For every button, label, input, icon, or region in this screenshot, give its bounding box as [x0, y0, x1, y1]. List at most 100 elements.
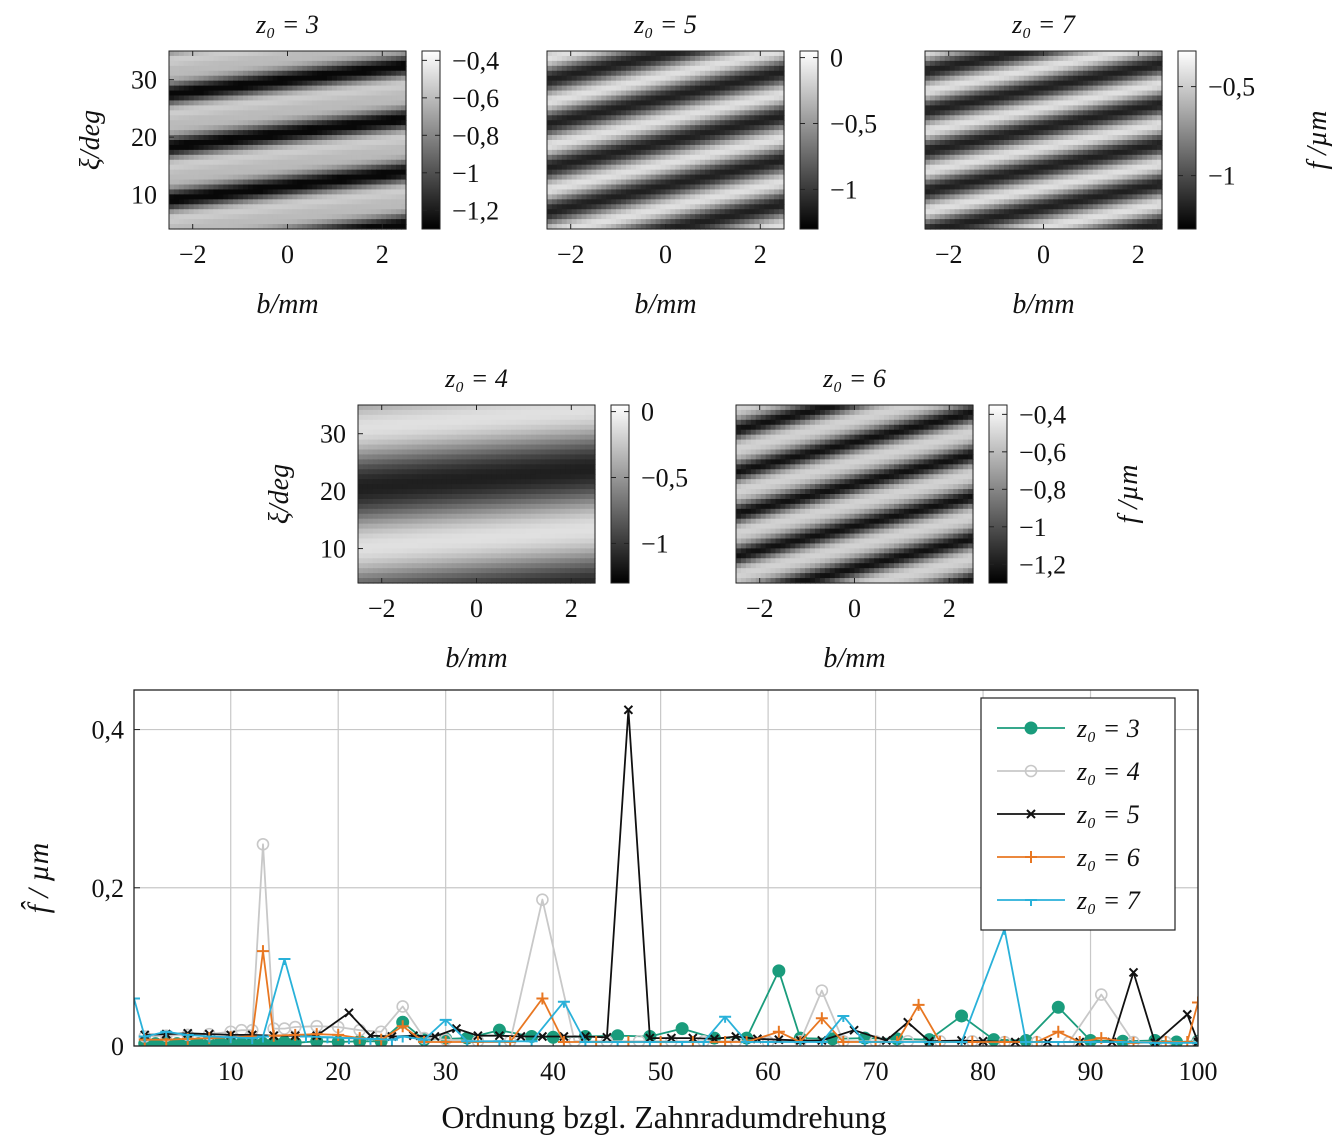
heatmap-cell: [969, 135, 975, 141]
heatmap-cell: [650, 189, 657, 195]
heatmap-cell: [680, 130, 686, 136]
heatmap-cell: [611, 140, 617, 146]
heatmap-cell: [979, 110, 985, 116]
heatmap-cell: [213, 55, 219, 62]
heatmap-cell: [322, 80, 328, 87]
heatmap-cell: [635, 100, 642, 106]
heatmap-cell: [719, 65, 726, 72]
heatmap-cell: [719, 75, 726, 82]
heatmap-cell: [376, 209, 382, 215]
heatmap-cell: [287, 169, 294, 176]
heatmap-cell: [218, 65, 224, 72]
heatmap-cell: [297, 115, 303, 121]
heatmap-cell: [655, 179, 662, 186]
heatmap-cell: [356, 204, 363, 210]
heatmap-cell: [257, 184, 264, 191]
heatmap-cell: [183, 209, 190, 215]
heatmap-cell: [1157, 194, 1163, 200]
heatmap-cell: [272, 159, 279, 166]
heatmap-cell: [1018, 184, 1025, 191]
heatmap-cell: [371, 214, 377, 220]
heatmap-cell: [1107, 169, 1114, 176]
heatmap-cell: [336, 194, 343, 200]
heatmap-cell: [203, 209, 210, 215]
heatmap-cell: [322, 100, 328, 106]
heatmap-cell: [302, 159, 308, 166]
heatmap-cell: [969, 199, 975, 205]
heatmap-cell: [581, 149, 588, 156]
heatmap-cell: [556, 159, 563, 166]
heatmap-cell: [1058, 100, 1064, 106]
heatmap-cell: [925, 184, 931, 191]
heatmap-cell: [989, 194, 995, 200]
heatmap-cell: [621, 140, 627, 146]
heatmap-cell: [709, 189, 716, 195]
heatmap-cell: [655, 115, 662, 121]
heatmap-cell: [934, 135, 941, 141]
heatmap-cell: [680, 140, 686, 146]
heatmap-cell: [635, 169, 642, 176]
heatmap-cell: [685, 149, 691, 156]
heatmap-cell: [1083, 144, 1089, 151]
heatmap-cell: [396, 105, 402, 111]
heatmap-cell: [547, 75, 553, 82]
heatmap-cell: [939, 85, 946, 92]
heatmap-cell: [292, 95, 298, 102]
heatmap-cell: [999, 51, 1005, 57]
heatmap-cell: [1008, 135, 1015, 141]
heatmap-cell: [317, 159, 323, 166]
heatmap-cell: [361, 174, 368, 181]
heatmap-cell: [371, 179, 377, 186]
heatmap-cell: [994, 179, 1000, 186]
heatmap-cell: [282, 55, 289, 62]
heatmap-cell: [1152, 85, 1158, 92]
heatmap-cell: [925, 135, 931, 141]
heatmap-cell: [302, 149, 308, 156]
heatmap-cell: [193, 184, 200, 191]
heatmap-cell: [267, 125, 274, 131]
heatmap-cell: [665, 189, 672, 195]
heatmap-cell: [635, 85, 642, 92]
heatmap-cell: [586, 179, 593, 186]
heatmap-cell: [724, 60, 731, 67]
heatmap-cell: [223, 209, 229, 215]
heatmap-cell: [243, 214, 249, 220]
heatmap-cell: [248, 75, 254, 82]
heatmap-cell: [277, 95, 284, 102]
heatmap-cell: [208, 65, 215, 72]
heatmap-cell: [929, 90, 936, 97]
heatmap-cell: [576, 90, 583, 97]
heatmap-cell: [690, 110, 696, 116]
heatmap-cell: [714, 159, 721, 166]
heatmap-cell: [173, 100, 180, 106]
heatmap-cell: [322, 130, 328, 136]
heatmap-cell: [169, 219, 175, 225]
heatmap-cell: [645, 159, 652, 166]
heatmap-cell: [769, 209, 775, 215]
heatmap-cell: [1053, 154, 1059, 161]
heatmap-cell: [616, 80, 622, 87]
heatmap-cell: [1063, 105, 1069, 111]
heatmap-cell: [223, 169, 229, 176]
heatmap-cell: [974, 65, 980, 72]
heatmap-cell: [1073, 90, 1079, 97]
heatmap-cell: [779, 184, 785, 191]
heatmap-cell: [984, 130, 990, 136]
heatmap-panel-hm5: z₀ = 5−2 0 2b/mm0−0,5−1: [546, 10, 877, 320]
heatmap-cell: [695, 130, 701, 136]
heatmap-cell: [1137, 135, 1143, 141]
heatmap-cell: [635, 164, 642, 171]
heatmap-cell: [974, 55, 980, 62]
heatmap-cell: [322, 135, 328, 141]
heatmap-cell: [1004, 95, 1010, 102]
heatmap-cell: [650, 199, 657, 205]
heatmap-cell: [984, 184, 990, 191]
heatmap-cell: [616, 100, 622, 106]
heatmap-cell: [670, 51, 676, 57]
heatmap-cell: [1157, 135, 1163, 141]
heatmap-cell: [719, 60, 726, 67]
heatmap-cell: [1013, 51, 1020, 57]
heatmap-cell: [1078, 90, 1084, 97]
heatmap-cell: [1152, 80, 1158, 87]
heatmap-cell: [1127, 140, 1133, 146]
